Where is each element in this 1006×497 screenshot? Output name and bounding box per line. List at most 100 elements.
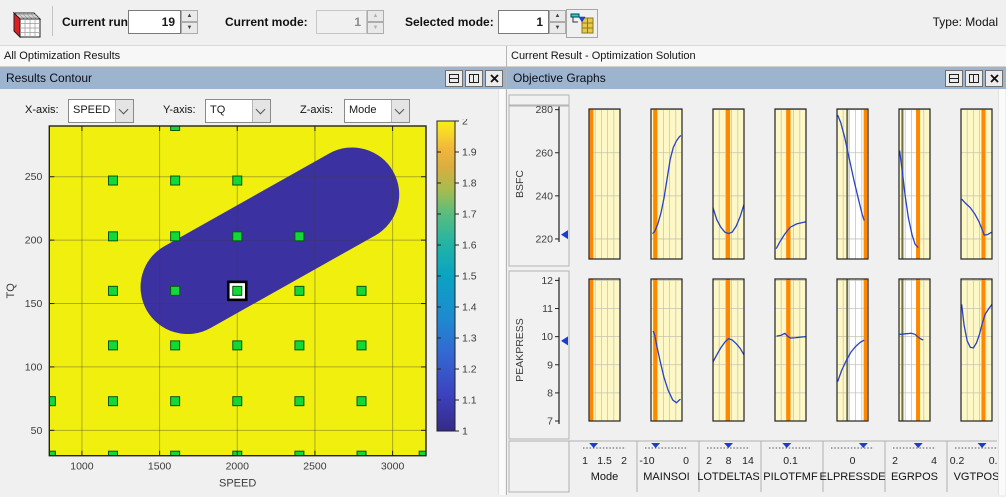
slider-thumb-icon[interactable] (651, 443, 661, 448)
current-mode-up-icon: ▲ (367, 10, 384, 22)
contour-run-marker[interactable] (170, 450, 181, 460)
contour-run-marker[interactable] (294, 285, 305, 296)
split-vertical-icon[interactable] (465, 69, 483, 87)
svg-text:2: 2 (706, 455, 712, 467)
contour-selected-marker[interactable] (226, 280, 248, 302)
fill-table-icon (570, 13, 594, 34)
contour-run-marker[interactable] (232, 175, 243, 186)
contour-run-marker[interactable] (170, 122, 181, 131)
variable-name-label: PILOTFMF (763, 471, 818, 483)
contour-run-marker[interactable] (294, 340, 305, 351)
contour-run-marker[interactable] (356, 396, 367, 407)
svg-text:1.6: 1.6 (462, 240, 477, 252)
svg-text:100: 100 (25, 361, 43, 373)
results-contour-title: Results Contour (6, 71, 93, 85)
svg-text:1.3: 1.3 (462, 333, 477, 345)
contour-run-marker[interactable] (232, 231, 243, 242)
fill-tables-button[interactable] (566, 9, 598, 38)
right-panel-edge-strip (998, 89, 1005, 495)
current-mode-label: Current mode: (225, 15, 308, 29)
close-icon[interactable] (485, 69, 503, 87)
chevron-down-icon[interactable] (252, 100, 270, 122)
contour-run-marker[interactable] (232, 340, 243, 351)
constraint-stripe (863, 109, 868, 259)
contour-run-marker[interactable] (294, 231, 305, 242)
svg-text:8: 8 (726, 455, 732, 467)
results-contour-chart[interactable]: 1000 1500 2000 2500 3000 50 100 150 200 250 SPEED T… (0, 116, 500, 494)
current-run-label: Current run: (62, 15, 132, 29)
slider-thumb-icon[interactable] (858, 443, 868, 448)
slider-thumb-icon[interactable] (782, 443, 792, 448)
objective-miniplot (712, 278, 745, 422)
split-horizontal-icon[interactable] (445, 69, 463, 87)
all-optimization-results-panel: All Optimization Results Results Contour… (0, 46, 507, 495)
svg-text:-10: -10 (639, 455, 654, 467)
selected-mode-value[interactable]: 1 (498, 10, 549, 34)
selected-mode-label: Selected mode: (405, 15, 494, 29)
z-axis-select[interactable]: Mode (344, 99, 410, 123)
current-run-up-icon[interactable]: ▲ (181, 10, 198, 22)
contour-run-marker[interactable] (107, 450, 118, 460)
contour-run-marker[interactable] (170, 396, 181, 407)
split-horizontal-icon[interactable] (945, 69, 963, 87)
contour-run-marker[interactable] (232, 396, 243, 407)
slider-thumb-icon[interactable] (589, 443, 599, 448)
cage-cube-icon[interactable] (8, 5, 44, 42)
slider-thumb-icon[interactable] (913, 443, 923, 448)
current-mode-value: 1 (316, 10, 367, 34)
row-axis-label: BSFC (514, 170, 526, 198)
svg-text:3000: 3000 (381, 461, 405, 473)
svg-text:1000: 1000 (70, 461, 94, 473)
selected-mode-up-icon[interactable]: ▲ (549, 10, 566, 22)
constraint-stripe (726, 109, 731, 259)
contour-run-marker[interactable] (294, 396, 305, 407)
objective-miniplot (960, 108, 993, 260)
contour-run-marker[interactable] (170, 175, 181, 186)
svg-text:260: 260 (535, 147, 553, 159)
contour-run-marker[interactable] (107, 285, 118, 296)
constraint-stripe (589, 279, 594, 421)
svg-text:1: 1 (582, 455, 588, 467)
contour-run-marker[interactable] (356, 285, 367, 296)
current-run-spinner[interactable]: 19 ▲ ▼ (128, 10, 198, 34)
optimization-type-label: Type: Modal (932, 15, 998, 29)
contour-run-marker[interactable] (46, 450, 56, 460)
objective-curve (775, 221, 807, 249)
contour-run-marker[interactable] (356, 340, 367, 351)
chevron-down-icon[interactable] (391, 100, 409, 122)
contour-run-marker[interactable] (170, 340, 181, 351)
objective-curve (837, 114, 865, 221)
svg-text:1.4: 1.4 (462, 302, 477, 314)
objective-graphs-content: 220 240 260 280 BSFC 7 8 9 10 11 12 PEAKPRESS 1 1.5 2 M… (507, 89, 1006, 495)
objective-graphs-title: Objective Graphs (513, 71, 606, 85)
contour-run-marker[interactable] (170, 231, 181, 242)
objective-miniplot (836, 108, 869, 260)
slider-thumb-icon[interactable] (724, 443, 733, 448)
svg-text:1.5: 1.5 (597, 455, 612, 467)
contour-run-marker[interactable] (107, 175, 118, 186)
selected-mode-down-icon[interactable]: ▼ (549, 22, 566, 34)
results-contour-titlebar: Results Contour (0, 67, 506, 89)
y-axis-select[interactable]: TQ (205, 99, 271, 123)
contour-run-marker[interactable] (107, 396, 118, 407)
contour-run-marker[interactable] (170, 285, 181, 296)
slider-thumb-icon[interactable] (977, 443, 987, 448)
contour-run-marker[interactable] (356, 450, 367, 460)
close-icon[interactable] (985, 69, 1003, 87)
contour-xlabel: SPEED (219, 478, 256, 490)
contour-run-marker[interactable] (46, 396, 56, 407)
x-axis-label: X-axis: (25, 104, 59, 116)
current-run-value[interactable]: 19 (128, 10, 181, 34)
contour-run-marker[interactable] (107, 231, 118, 242)
chevron-down-icon[interactable] (115, 100, 133, 122)
contour-run-marker[interactable] (294, 450, 305, 460)
contour-run-marker[interactable] (107, 340, 118, 351)
split-vertical-icon[interactable] (965, 69, 983, 87)
current-run-down-icon[interactable]: ▼ (181, 22, 198, 34)
svg-text:2: 2 (462, 119, 468, 128)
objective-curve (837, 339, 865, 382)
x-axis-select[interactable]: SPEED (68, 99, 134, 123)
svg-text:12: 12 (541, 275, 553, 287)
selected-mode-spinner[interactable]: 1 ▲ ▼ (498, 10, 566, 34)
contour-run-marker[interactable] (418, 450, 428, 460)
